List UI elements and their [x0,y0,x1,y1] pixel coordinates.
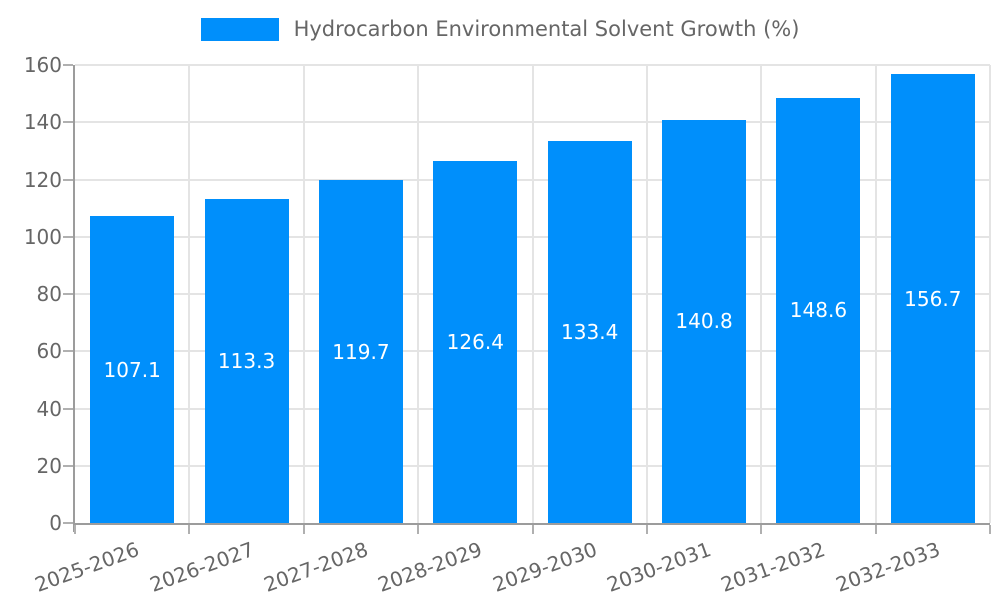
bar-value-label: 107.1 [103,357,161,382]
y-axis-tick-label: 80 [36,282,62,306]
y-axis-line [73,65,75,532]
bar-value-label: 126.4 [446,330,504,355]
x-axis-category-label: 2029-2030 [489,537,600,597]
y-axis-tick-label: 160 [23,53,62,77]
bar[interactable]: 107.1 [90,216,175,523]
bar[interactable]: 119.7 [318,180,403,523]
x-axis-category-label: 2027-2028 [260,537,372,597]
y-axis-tick [63,64,73,66]
bar-value-label: 113.3 [217,348,276,373]
legend-label: Hydrocarbon Environmental Solvent Growth… [293,17,800,41]
x-axis-tick [531,525,534,534]
y-axis-tick [63,407,73,410]
x-gridline [302,65,305,523]
y-axis-tick [63,350,73,353]
x-axis-category-label: 2031-2032 [717,537,829,597]
x-axis-tick [302,525,305,534]
y-axis-tick [63,464,73,467]
x-axis-tick [417,525,420,534]
bar[interactable]: 140.8 [662,119,747,523]
x-axis-category-label: 2028-2029 [374,537,486,597]
y-axis-tick-label: 40 [36,396,62,421]
bar[interactable]: 148.6 [776,97,861,523]
y-axis-tick-label: 20 [36,453,62,478]
x-gridline [188,65,191,523]
bar[interactable]: 133.4 [547,141,632,523]
y-axis-tick-label: 120 [23,167,62,192]
x-gridline [760,65,763,523]
x-gridline [874,65,877,523]
x-gridline [645,65,648,523]
plot-area: 0 20 40 60 80 100 120 140 160 107.1 113.3 119.7 126.… [24,53,991,597]
x-axis-tick [874,525,877,534]
x-axis-tick [188,525,191,534]
legend-swatch-icon [200,17,279,41]
bar-value-label: 133.4 [561,320,619,345]
x-gridline [989,65,991,523]
x-gridline [531,65,534,523]
y-axis-tick [63,293,73,295]
x-axis-tick [645,525,648,534]
y-axis-tick [63,121,73,124]
bar-value-label: 156.7 [904,286,962,311]
y-axis-tick-label: 0 [49,511,62,535]
y-axis-tick [63,178,73,181]
x-axis-tick [989,525,991,534]
x-axis-category-label: 2025-2026 [31,537,143,597]
x-axis-category-label: 2032-2033 [832,537,944,597]
bar-value-label: 119.7 [332,339,390,364]
x-axis-tick [760,525,763,534]
y-axis-tick [63,522,73,524]
bar-value-label: 140.8 [675,309,733,334]
y-axis-tick-label: 60 [36,339,62,364]
chart-legend[interactable]: Hydrocarbon Environmental Solvent Growth… [0,17,1000,41]
bar-value-label: 148.6 [789,298,848,323]
bar[interactable]: 113.3 [204,198,289,523]
y-axis-tick-label: 100 [23,224,62,249]
x-gridline [417,65,420,523]
x-axis-line [73,523,990,525]
bar[interactable]: 156.7 [890,74,975,523]
bar[interactable]: 126.4 [433,161,518,523]
y-axis-tick [63,235,73,238]
x-axis-category-label: 2026-2027 [146,537,257,597]
x-axis-tick [74,525,76,534]
y-axis-tick-label: 140 [23,110,62,135]
x-axis-category-label: 2030-2031 [603,537,715,597]
